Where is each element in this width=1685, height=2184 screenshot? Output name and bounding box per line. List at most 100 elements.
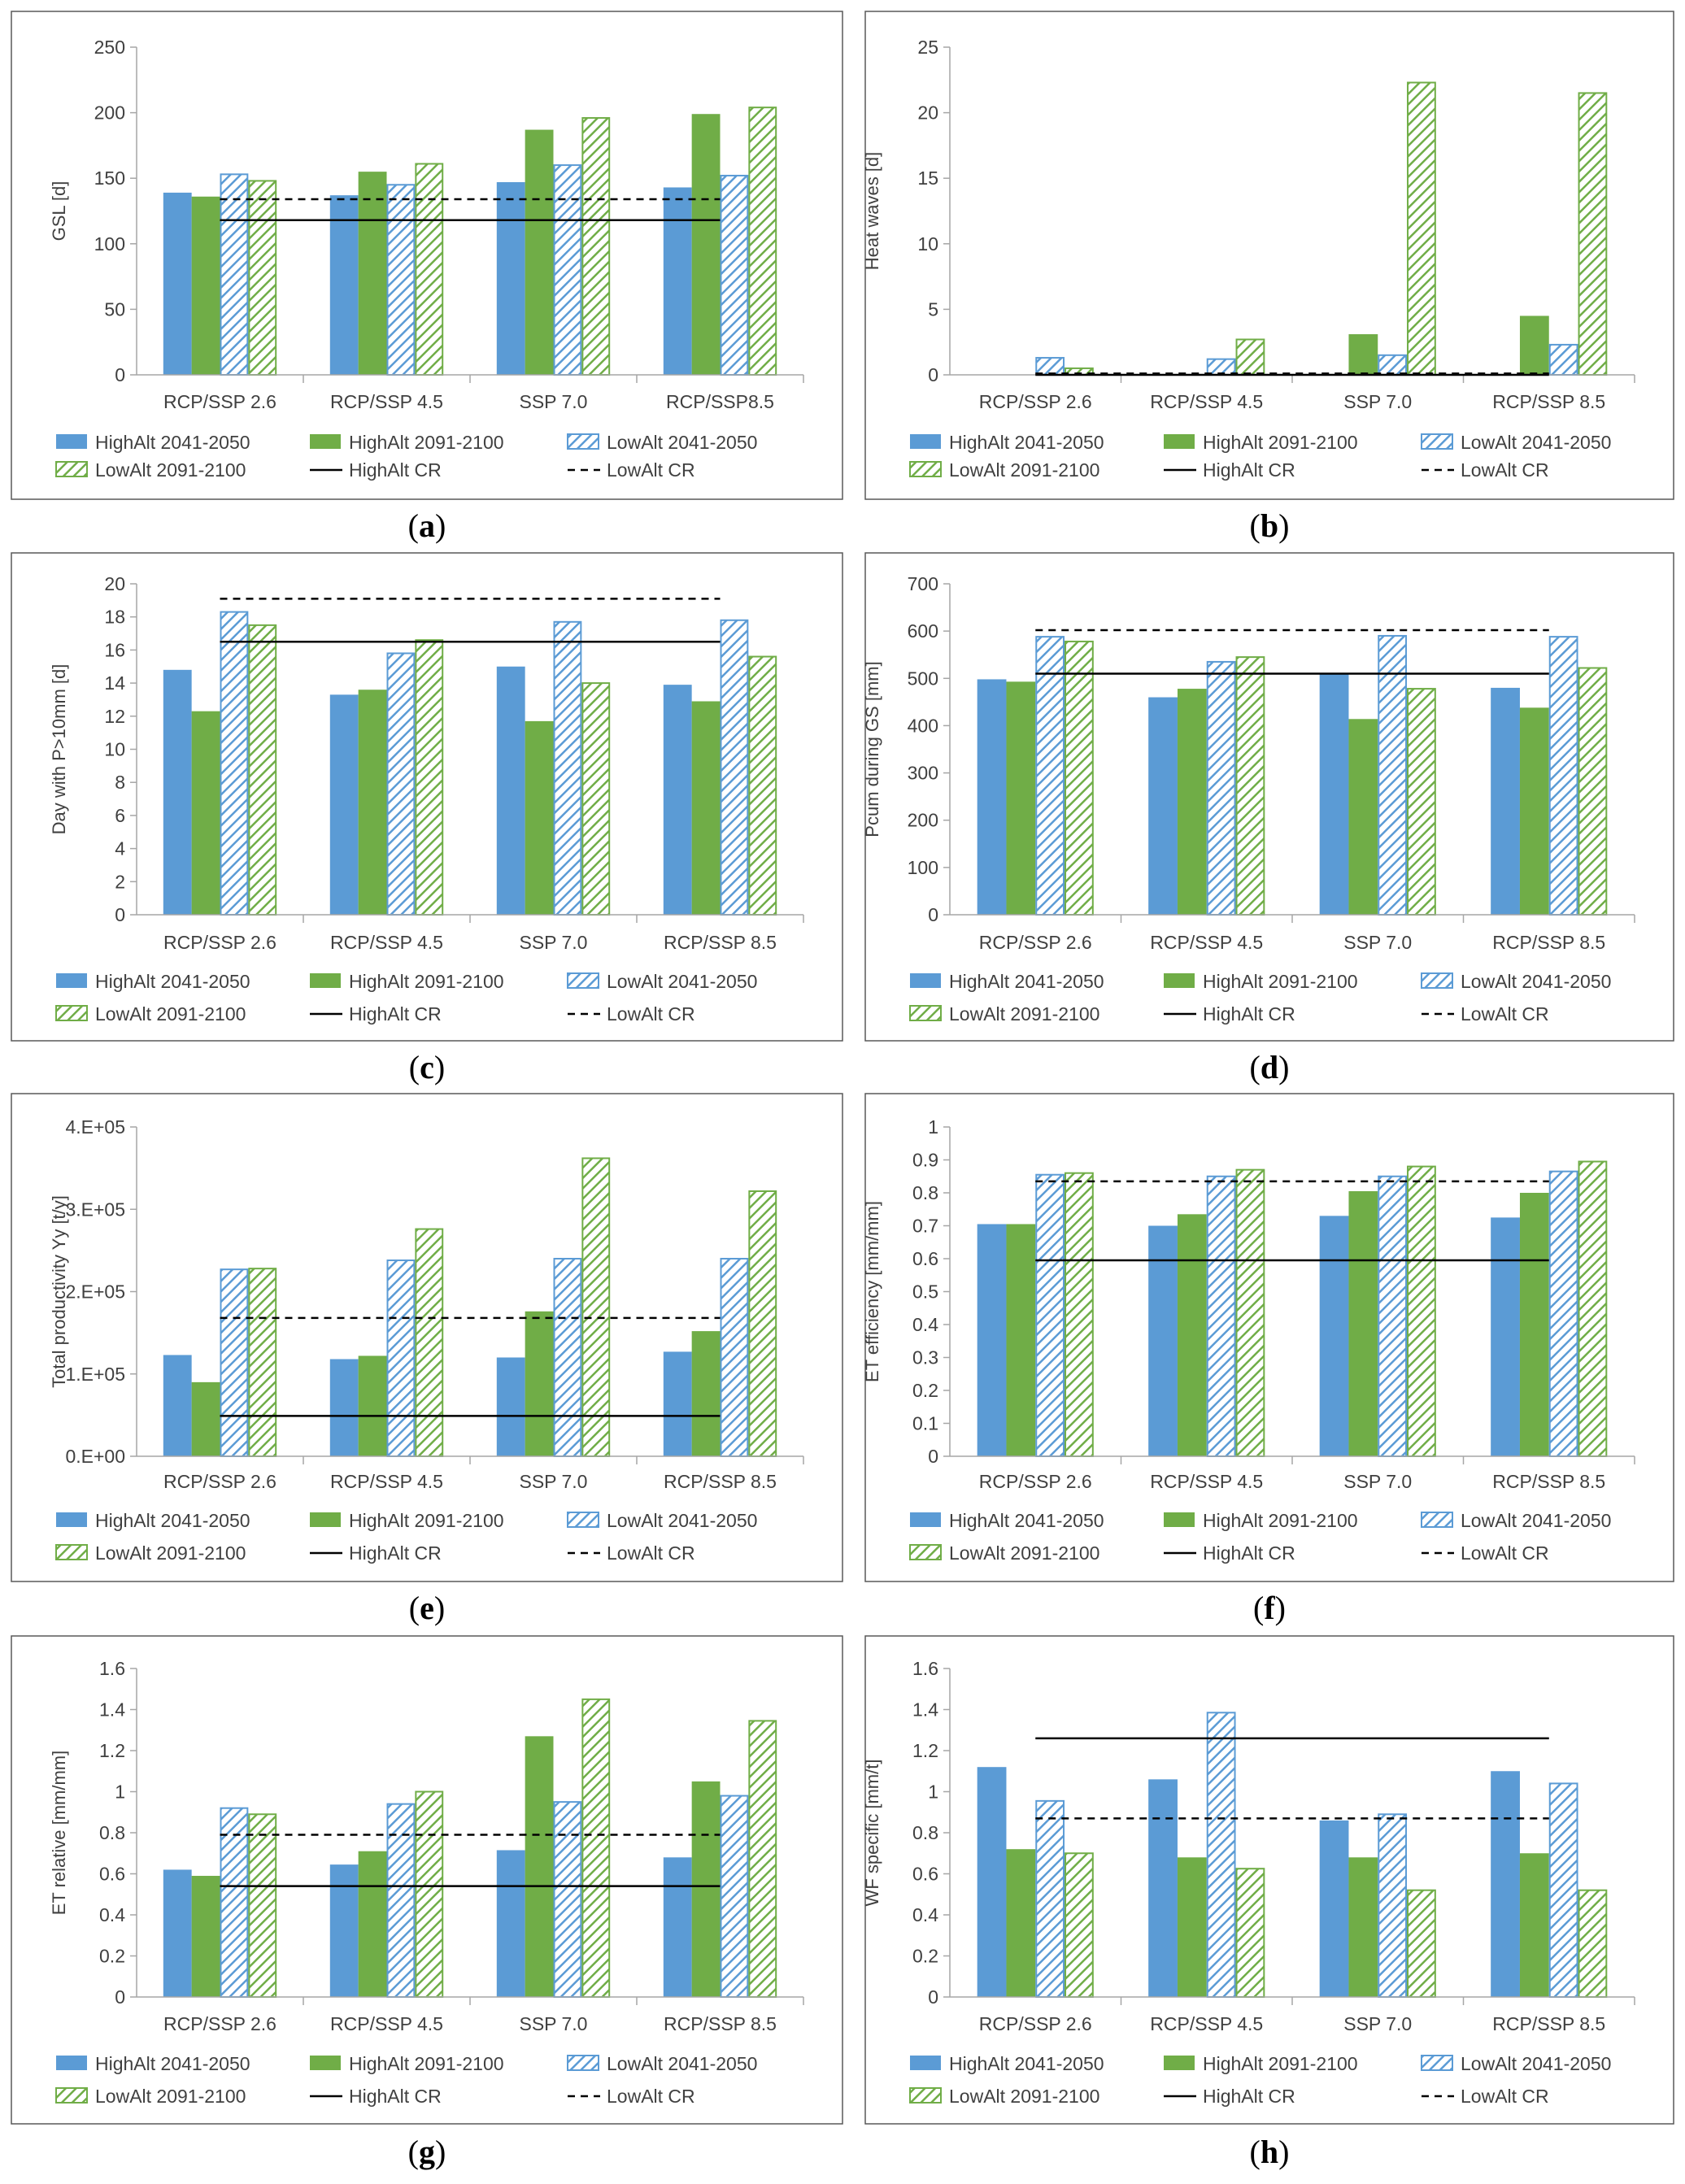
y-tick-label: 0 bbox=[115, 904, 125, 925]
y-tick-label: 18 bbox=[104, 607, 125, 628]
category-label: RCP/SSP 4.5 bbox=[330, 391, 443, 412]
bar-highalt-2041 bbox=[977, 679, 1007, 915]
y-tick-label: 1.4 bbox=[99, 1699, 125, 1721]
bar-lowalt-2091 bbox=[415, 163, 444, 376]
bar-highalt-2041 bbox=[1491, 687, 1520, 915]
bar-lowalt-2091 bbox=[1407, 1165, 1436, 1457]
legend-label-high-2041: HighAlt 2041-2050 bbox=[95, 432, 250, 453]
bar-highalt-2091 bbox=[1006, 1224, 1036, 1456]
y-tick-label: 1.E+05 bbox=[65, 1364, 125, 1385]
bar-lowalt-2091 bbox=[1235, 1868, 1265, 1998]
legend-label-low-2091: LowAlt 2091-2100 bbox=[95, 1003, 246, 1025]
legend-label-high-2091: HighAlt 2091-2100 bbox=[1203, 971, 1358, 992]
bar-lowalt-2091 bbox=[1065, 640, 1094, 916]
y-tick-label: 0.6 bbox=[912, 1864, 938, 1885]
bar-lowalt-2041 bbox=[553, 164, 582, 376]
legend-swatch-low-2091 bbox=[909, 2087, 942, 2104]
bar-highalt-2091 bbox=[1348, 719, 1378, 915]
y-axis-label: ET efficiency [mm/mm] bbox=[862, 1201, 882, 1382]
legend-label-low-cr: LowAlt CR bbox=[1461, 459, 1549, 481]
legend-swatch-high-2091 bbox=[1164, 434, 1195, 449]
bar-lowalt-2041 bbox=[220, 1268, 249, 1457]
y-tick-label: 0.6 bbox=[99, 1864, 125, 1885]
bar-highalt-2091 bbox=[691, 1781, 721, 1997]
legend-swatch-high-2041 bbox=[56, 973, 87, 988]
y-tick-label: 4.E+05 bbox=[65, 1116, 125, 1138]
y-tick-label: 4 bbox=[115, 838, 125, 859]
y-tick-label: 400 bbox=[908, 715, 938, 736]
legend-swatch-low-2041 bbox=[1421, 433, 1453, 450]
bar-lowalt-2091 bbox=[1578, 1889, 1608, 1998]
bar-highalt-2041 bbox=[329, 195, 359, 375]
legend-swatch-low-2041 bbox=[1421, 972, 1453, 989]
bar-lowalt-2041 bbox=[220, 173, 249, 376]
bar-lowalt-2091 bbox=[1407, 1889, 1436, 1998]
bar-lowalt-2041 bbox=[553, 1801, 582, 1998]
bar-lowalt-2041 bbox=[720, 1795, 749, 1999]
bar-lowalt-2091 bbox=[248, 180, 277, 376]
category-label: RCP/SSP 2.6 bbox=[163, 2013, 276, 2034]
legend-label-low-2091: LowAlt 2091-2100 bbox=[95, 459, 246, 481]
y-tick-label: 1.2 bbox=[99, 1740, 125, 1761]
category-label: RCP/SSP 4.5 bbox=[330, 2013, 443, 2034]
legend-swatch-low-2091 bbox=[909, 1544, 942, 1560]
bar-highalt-2041 bbox=[496, 1357, 525, 1456]
category-label: RCP/SSP 4.5 bbox=[330, 1471, 443, 1492]
bar-highalt-2091 bbox=[1006, 681, 1036, 915]
y-tick-label: 5 bbox=[928, 298, 938, 320]
y-tick-label: 700 bbox=[908, 573, 938, 594]
bar-highalt-2041 bbox=[163, 1355, 192, 1456]
category-label: RCP/SSP 2.6 bbox=[163, 391, 276, 412]
y-tick-label: 14 bbox=[104, 672, 125, 694]
category-label: RCP/SSP 2.6 bbox=[979, 2013, 1092, 2034]
legend-swatch-high-2091 bbox=[310, 1512, 341, 1527]
bar-lowalt-2041 bbox=[1035, 357, 1065, 376]
category-label: RCP/SSP 2.6 bbox=[979, 932, 1092, 953]
legend-swatch-low-2091 bbox=[909, 461, 942, 477]
y-tick-label: 8 bbox=[115, 772, 125, 793]
bar-highalt-2091 bbox=[1177, 1857, 1207, 1997]
panel-label-a: (a) bbox=[408, 507, 446, 544]
legend-label-low-2091: LowAlt 2091-2100 bbox=[949, 2086, 1099, 2107]
bar-lowalt-2091 bbox=[1235, 338, 1265, 376]
bar-lowalt-2091 bbox=[1235, 1168, 1265, 1458]
category-label: RCP/SSP 8.5 bbox=[664, 932, 777, 953]
bar-lowalt-2091 bbox=[581, 1698, 611, 1998]
bar-highalt-2041 bbox=[496, 666, 525, 915]
legend-label-high-cr: HighAlt CR bbox=[349, 1542, 442, 1564]
panel-frame bbox=[864, 552, 1674, 1042]
y-tick-label: 0.4 bbox=[912, 1314, 938, 1335]
y-tick-label: 0.3 bbox=[912, 1347, 938, 1368]
legend-label-low-2041: LowAlt 2041-2050 bbox=[1461, 1510, 1611, 1531]
bar-lowalt-2091 bbox=[581, 1157, 611, 1457]
panel-label-g: (g) bbox=[408, 2134, 446, 2170]
legend-label-high-cr: HighAlt CR bbox=[1203, 1542, 1295, 1564]
bar-highalt-2091 bbox=[358, 172, 387, 375]
legend-swatch-high-2041 bbox=[910, 1512, 941, 1527]
bar-lowalt-2041 bbox=[1206, 358, 1236, 376]
bar-lowalt-2041 bbox=[1035, 1799, 1065, 1999]
legend-swatch-low-2041 bbox=[1421, 2055, 1453, 2071]
bar-lowalt-2041 bbox=[386, 1259, 416, 1458]
y-tick-label: 200 bbox=[94, 102, 125, 124]
y-tick-label: 1.4 bbox=[912, 1699, 938, 1721]
y-tick-label: 100 bbox=[908, 857, 938, 878]
bar-lowalt-2041 bbox=[1206, 660, 1236, 916]
legend-label-low-2041: LowAlt 2041-2050 bbox=[607, 1510, 757, 1531]
legend-label-high-2041: HighAlt 2041-2050 bbox=[949, 432, 1104, 453]
y-tick-label: 20 bbox=[104, 573, 125, 594]
panel-frame bbox=[864, 1093, 1674, 1582]
bar-highalt-2041 bbox=[663, 1857, 692, 1997]
bar-lowalt-2091 bbox=[581, 682, 611, 916]
legend-label-low-cr: LowAlt CR bbox=[1461, 1542, 1549, 1564]
category-label: RCP/SSP 8.5 bbox=[664, 1471, 777, 1492]
bar-highalt-2091 bbox=[691, 701, 721, 915]
category-label: RCP/SSP 4.5 bbox=[1150, 391, 1263, 412]
y-tick-label: 12 bbox=[104, 706, 125, 727]
bar-highalt-2091 bbox=[525, 129, 554, 375]
y-tick-label: 3.E+05 bbox=[65, 1199, 125, 1220]
bar-highalt-2041 bbox=[1491, 1217, 1520, 1456]
legend-label-high-2041: HighAlt 2041-2050 bbox=[95, 2053, 250, 2074]
legend-swatch-high-2041 bbox=[910, 434, 941, 449]
